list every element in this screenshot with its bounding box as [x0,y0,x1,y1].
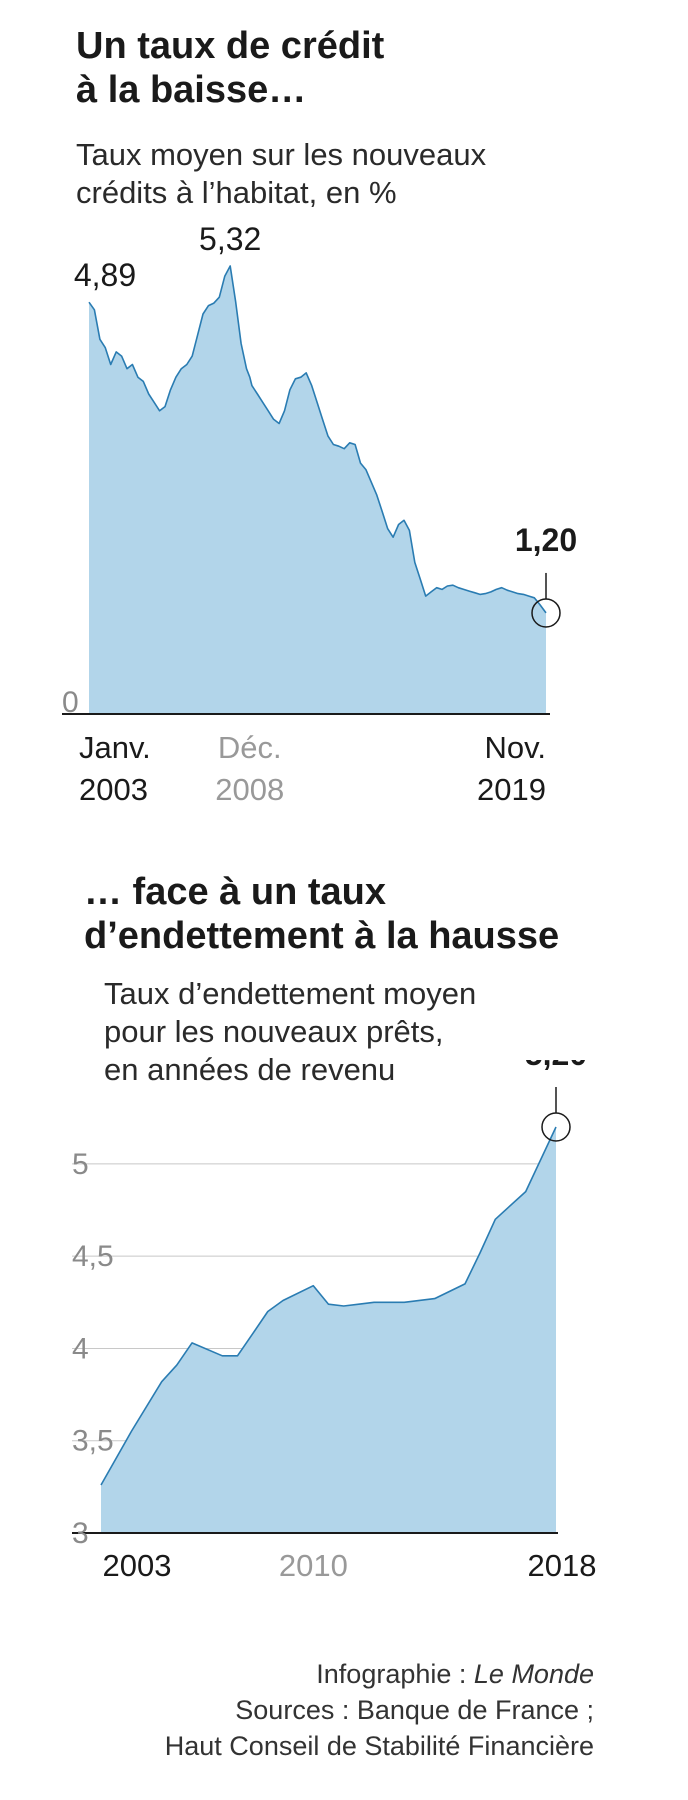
chart2-x-tick-label-0: 2003 [103,1548,172,1583]
chart1-x-tick-label-2: 2019 [477,772,546,807]
chart2-title: … face à un taux d’endettement à la haus… [84,870,559,958]
chart2-annotation-label-0: 5,20 [525,1060,587,1072]
chart1-area [89,266,546,714]
chart2-subtitle-line2: pour les nouveaux prêts, [104,1014,444,1049]
chart1-subtitle-line2: crédits à l’habitat, en % [76,175,397,210]
chart2-title-line2: d’endettement à la hausse [84,915,560,957]
chart2-x-tick-label-2: 2018 [528,1548,597,1583]
chart1-subtitle: Taux moyen sur les nouveaux crédits à l’… [76,136,486,212]
chart1-x-tick-label-0: 2003 [79,772,148,807]
chart1-title: Un taux de crédit à la baisse… [76,24,384,112]
chart1-subtitle-line1: Taux moyen sur les nouveaux [76,137,487,172]
chart2-area [101,1127,556,1533]
chart1-title-line2: à la baisse… [76,69,307,111]
chart2-y-tick-label-3: 4,5 [72,1240,114,1273]
chart2-subtitle: Taux d’endettement moyen pour les nouvea… [104,975,476,1089]
chart2-title-line1: … face à un taux [84,871,386,913]
chart2-y-tick-label-1: 3,5 [72,1425,114,1458]
chart2-y-tick-label-0: 3 [72,1517,89,1550]
chart1-x-tick-label-line1-1: Déc. [218,730,282,765]
chart1-title-line1: Un taux de crédit [76,25,385,67]
credits-line1: Infographie : Le Monde [165,1656,594,1692]
chart2-y-tick-label-4: 5 [72,1148,89,1181]
chart1-annotation-label-1: 5,32 [199,221,261,257]
chart1-annotation-label-2: 1,20 [515,522,577,558]
credits-line1-prefix: Infographie : [316,1659,474,1689]
chart2-x-tick-label-1: 2010 [279,1548,348,1583]
credits-line3: Haut Conseil de Stabilité Financière [164,1731,594,1761]
chart2-y-tick-label-2: 4 [72,1332,89,1365]
chart2-svg: 3 3,5 4 4,5 5 2003 2010 2018 5,20 [72,1060,597,1583]
chart1-y-tick-label-0: 0 [62,686,79,719]
chart2-subtitle-line1: Taux d’endettement moyen [104,976,477,1011]
credits: Infographie : Le Monde Sources : Banque … [165,1656,594,1764]
chart1-x-tick-label-line1-0: Janv. [79,730,151,765]
chart1-annotation-label-0: 4,89 [74,257,136,293]
chart2-subtitle-line3: en années de revenu [104,1052,396,1087]
chart1-x-tick-label-line1-2: Nov. [485,730,546,765]
chart1-series-line [88,265,547,614]
credits-brand: Le Monde [473,1659,594,1689]
credits-line2: Sources : Banque de France ; [235,1695,594,1725]
chart1-x-tick-label-1: 2008 [215,772,284,807]
chart2-series-line [100,1126,557,1486]
